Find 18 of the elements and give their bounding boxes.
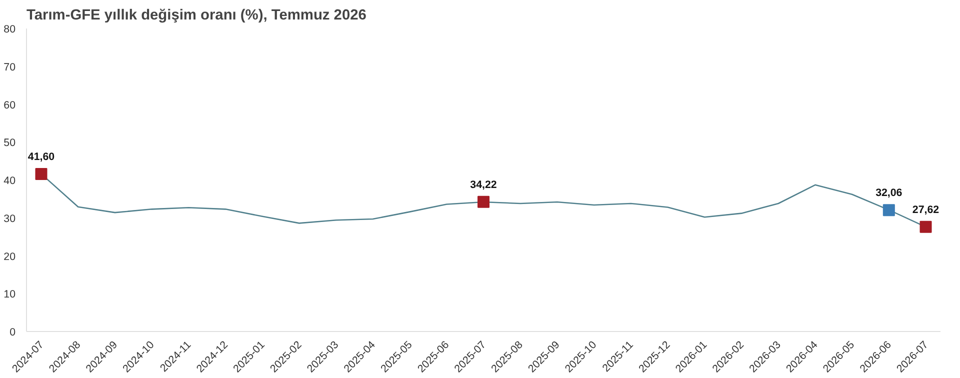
data-label: 41,60 — [28, 150, 55, 163]
y-tick-label: 70 — [4, 61, 16, 74]
point — [882, 204, 895, 216]
point — [35, 168, 48, 180]
y-tick-label: 10 — [4, 288, 16, 301]
y-tick-label: 60 — [4, 99, 16, 112]
point — [478, 196, 490, 208]
y-tick-label: 80 — [4, 24, 16, 36]
data-label: 34,22 — [470, 178, 497, 191]
chart-title: Tarım-GFE yıllık değişim oranı (%), Temmuz 2026 — [26, 8, 366, 24]
data-label: 32,06 — [876, 187, 902, 200]
y-tick-label: 40 — [4, 175, 16, 187]
y-tick-label: 50 — [4, 137, 16, 150]
data-label: 27,62 — [912, 204, 940, 216]
point — [920, 220, 932, 233]
y-tick-label: 30 — [4, 212, 16, 225]
y-tick-label: 0 — [10, 326, 16, 338]
y-tick-label: 20 — [4, 250, 16, 263]
